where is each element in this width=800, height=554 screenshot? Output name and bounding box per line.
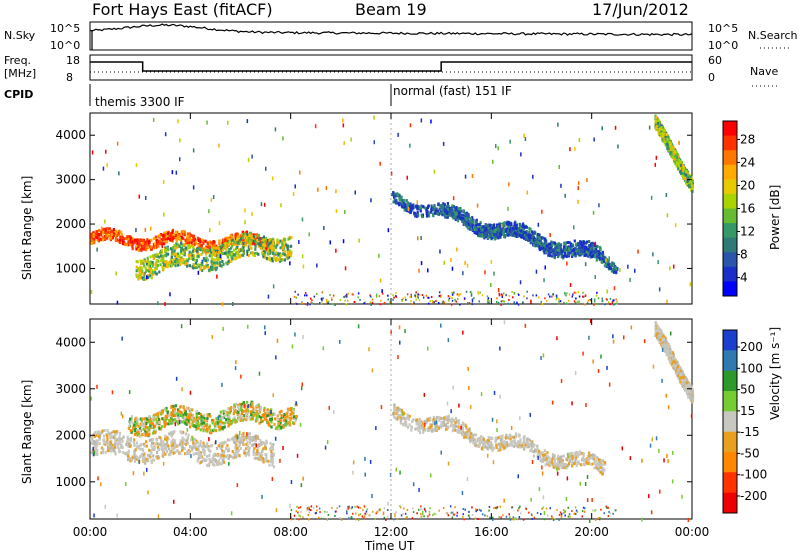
power-colorbar-cell-7	[723, 223, 737, 239]
freq-tick-high: 18	[66, 54, 80, 67]
velocity-colorbar-tick-1: 100	[740, 361, 763, 375]
xtick-label-0: 00:00	[73, 525, 108, 539]
velocity-colorbar-cell-0	[723, 330, 737, 351]
nave-tick-high: 60	[708, 54, 722, 67]
power-colorbar-cell-10	[723, 266, 737, 282]
power-scatter-layer	[90, 114, 695, 307]
velocity-scatter-layer	[90, 319, 695, 523]
nsearch-label: N.Search	[748, 29, 798, 42]
velocity-ytick-0: 4000	[55, 335, 86, 349]
nsky-label: N.Sky	[4, 29, 36, 42]
velocity-ytick-1: 3000	[55, 382, 86, 396]
freq-panel	[89, 54, 693, 81]
power-ytick-0: 4000	[55, 128, 86, 142]
velocity-panel	[89, 318, 740, 523]
nave-tick-low: 0	[708, 71, 715, 84]
power-colorbar-label: Power [dB]	[768, 184, 782, 250]
velocity-colorbar-tick-7: -200	[740, 489, 767, 503]
freq-tick-low: 8	[66, 71, 73, 84]
power-ylabel: Slant Range [km]	[20, 175, 34, 280]
velocity-colorbar-cell-2	[723, 370, 737, 392]
power-colorbar-tick-2: 20	[740, 178, 755, 192]
power-ytick-1: 3000	[55, 173, 86, 187]
power-colorbar-cell-1	[723, 135, 737, 151]
nsky-tick-low: 10^0	[50, 39, 81, 52]
power-colorbar-cell-0	[723, 121, 737, 137]
date-label: 17/Jun/2012	[592, 0, 689, 19]
power-colorbar-cell-3	[723, 164, 737, 180]
freq-unit-label: [MHz]	[4, 67, 37, 80]
power-colorbar-tick-6: 4	[740, 271, 748, 285]
power-feature-4	[654, 114, 695, 194]
freq-series	[90, 61, 692, 72]
velocity-colorbar-cell-1	[723, 350, 737, 372]
power-colorbar-cell-5	[723, 193, 737, 209]
velocity-colorbar-cell-8	[723, 492, 737, 514]
xtick-label-1: 04:00	[173, 525, 208, 539]
nsearch-tick-high: 10^5	[708, 22, 739, 35]
power-colorbar-cell-6	[723, 208, 737, 224]
velocity-ytick-3: 1000	[55, 475, 86, 489]
velocity-colorbar-tick-3: 15	[740, 404, 755, 418]
nsky-tick-high: 10^5	[50, 22, 81, 35]
power-panel	[89, 112, 740, 307]
station-title: Fort Hays East (fitACF)	[92, 0, 273, 19]
xtick-label-4: 16:00	[474, 525, 509, 539]
velocity-colorbar-tick-5: -50	[740, 446, 760, 460]
cpid-segment-1: themis 3300 IF	[95, 95, 185, 109]
power-colorbar-cell-9	[723, 252, 737, 268]
velocity-feature-2	[392, 403, 607, 476]
velocity-feature-0	[90, 429, 276, 469]
xtick-label-6: 00:00	[675, 525, 710, 539]
power-colorbar-tick-1: 24	[740, 155, 755, 169]
cpid-segment-2: normal (fast) 151 IF	[393, 84, 512, 98]
velocity-colorbar-frame	[722, 329, 738, 514]
cpid-label: CPID	[4, 88, 34, 101]
velocity-feature-3	[654, 320, 695, 404]
power-colorbar-tick-3: 16	[740, 202, 755, 216]
xtick-label-2: 08:00	[273, 525, 308, 539]
velocity-feature-1	[127, 400, 298, 438]
power-ytick-3: 1000	[55, 261, 86, 275]
velocity-colorbar-cell-5	[723, 431, 737, 453]
power-colorbar-cell-4	[723, 179, 737, 195]
power-colorbar-tick-4: 12	[740, 225, 755, 239]
xtick-label-5: 20:00	[574, 525, 609, 539]
power-noise	[90, 115, 691, 307]
velocity-noise	[90, 319, 693, 523]
power-ytick-2: 2000	[55, 217, 86, 231]
velocity-ytick-2: 2000	[55, 428, 86, 442]
x-axis-title: Time UT	[365, 539, 415, 553]
velocity-colorbar-cell-3	[723, 391, 737, 412]
velocity-colorbar-tick-0: 200	[740, 340, 763, 354]
velocity-colorbar-cell-7	[723, 472, 737, 494]
velocity-colorbar-tick-6: -100	[740, 468, 767, 482]
nsky-panel	[89, 21, 693, 51]
beam-label: Beam 19	[355, 0, 427, 19]
velocity-colorbar-tick-4: -15	[740, 425, 760, 439]
velocity-colorbar-tick-2: 50	[740, 383, 755, 397]
power-colorbar-tick-5: 8	[740, 248, 748, 262]
velocity-colorbar-cell-6	[723, 452, 737, 473]
xtick-label-3: 12:00	[374, 525, 409, 539]
velocity-ylabel: Slant Range [km]	[20, 379, 34, 484]
velocity-colorbar-label: Velocity [m s⁻¹]	[768, 326, 782, 420]
power-colorbar-cell-11	[723, 281, 737, 297]
velocity-colorbar-cell-4	[723, 411, 737, 433]
power-colorbar-cell-2	[723, 150, 737, 166]
power-colorbar-cell-8	[723, 237, 737, 253]
nsearch-tick-low: 10^0	[708, 39, 739, 52]
freq-label: Freq.	[4, 54, 32, 67]
nave-label: Nave	[750, 65, 779, 78]
power-colorbar-tick-0: 28	[740, 132, 755, 146]
nsky-series	[89, 23, 693, 37]
power-feature-3	[441, 207, 619, 275]
